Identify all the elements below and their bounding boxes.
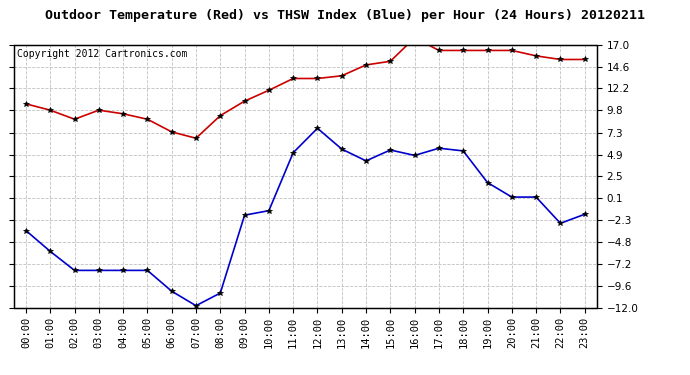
Text: Copyright 2012 Cartronics.com: Copyright 2012 Cartronics.com (17, 49, 187, 59)
Text: Outdoor Temperature (Red) vs THSW Index (Blue) per Hour (24 Hours) 20120211: Outdoor Temperature (Red) vs THSW Index … (45, 9, 645, 21)
